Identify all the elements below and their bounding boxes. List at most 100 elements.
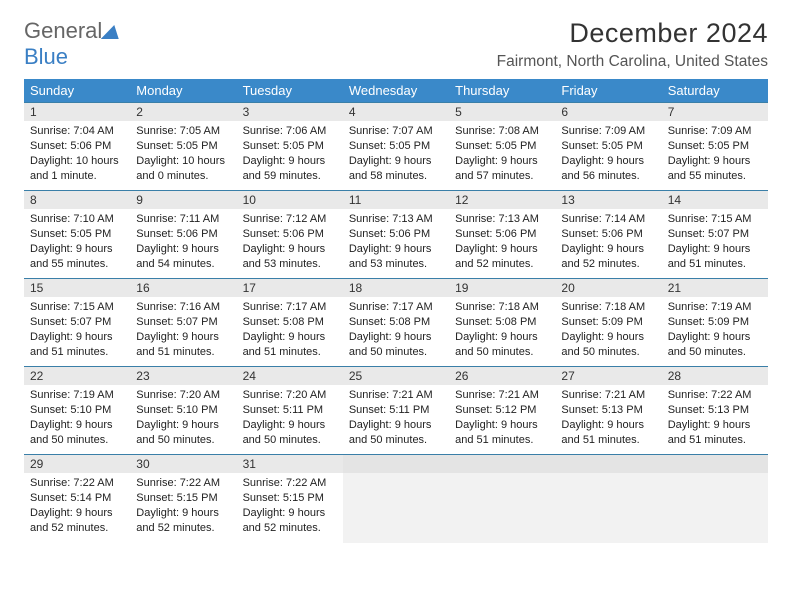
day-details: Sunrise: 7:21 AMSunset: 5:11 PMDaylight:… — [343, 385, 449, 451]
calendar-day: 16Sunrise: 7:16 AMSunset: 5:07 PMDayligh… — [130, 279, 236, 367]
day-number: 24 — [237, 367, 343, 385]
calendar-day: 21Sunrise: 7:19 AMSunset: 5:09 PMDayligh… — [662, 279, 768, 367]
calendar-day: 9Sunrise: 7:11 AMSunset: 5:06 PMDaylight… — [130, 191, 236, 279]
day-number: 10 — [237, 191, 343, 209]
calendar-day: 1Sunrise: 7:04 AMSunset: 5:06 PMDaylight… — [24, 103, 130, 191]
logo-text-general: General — [24, 18, 102, 43]
day-details: Sunrise: 7:09 AMSunset: 5:05 PMDaylight:… — [555, 121, 661, 187]
calendar-day: 8Sunrise: 7:10 AMSunset: 5:05 PMDaylight… — [24, 191, 130, 279]
calendar-day: 28Sunrise: 7:22 AMSunset: 5:13 PMDayligh… — [662, 367, 768, 455]
day-number: 29 — [24, 455, 130, 473]
calendar-day: 19Sunrise: 7:18 AMSunset: 5:08 PMDayligh… — [449, 279, 555, 367]
day-details: Sunrise: 7:18 AMSunset: 5:09 PMDaylight:… — [555, 297, 661, 363]
calendar-day: 4Sunrise: 7:07 AMSunset: 5:05 PMDaylight… — [343, 103, 449, 191]
day-details: Sunrise: 7:19 AMSunset: 5:09 PMDaylight:… — [662, 297, 768, 363]
calendar-table: SundayMondayTuesdayWednesdayThursdayFrid… — [24, 79, 768, 543]
calendar-day: 14Sunrise: 7:15 AMSunset: 5:07 PMDayligh… — [662, 191, 768, 279]
calendar-day: 29Sunrise: 7:22 AMSunset: 5:14 PMDayligh… — [24, 455, 130, 543]
day-details: Sunrise: 7:19 AMSunset: 5:10 PMDaylight:… — [24, 385, 130, 451]
day-details: Sunrise: 7:13 AMSunset: 5:06 PMDaylight:… — [343, 209, 449, 275]
empty-day — [343, 455, 449, 543]
day-number: 19 — [449, 279, 555, 297]
day-number: 27 — [555, 367, 661, 385]
header: General Blue December 2024 Fairmont, Nor… — [24, 18, 768, 71]
calendar-header-row: SundayMondayTuesdayWednesdayThursdayFrid… — [24, 79, 768, 103]
calendar-day: 26Sunrise: 7:21 AMSunset: 5:12 PMDayligh… — [449, 367, 555, 455]
calendar-body: 1Sunrise: 7:04 AMSunset: 5:06 PMDaylight… — [24, 103, 768, 543]
day-number: 26 — [449, 367, 555, 385]
empty-day — [662, 455, 768, 543]
day-number: 4 — [343, 103, 449, 121]
day-details: Sunrise: 7:08 AMSunset: 5:05 PMDaylight:… — [449, 121, 555, 187]
calendar-day: 20Sunrise: 7:18 AMSunset: 5:09 PMDayligh… — [555, 279, 661, 367]
day-number: 15 — [24, 279, 130, 297]
calendar-day: 2Sunrise: 7:05 AMSunset: 5:05 PMDaylight… — [130, 103, 236, 191]
calendar-day: 17Sunrise: 7:17 AMSunset: 5:08 PMDayligh… — [237, 279, 343, 367]
calendar-day: 25Sunrise: 7:21 AMSunset: 5:11 PMDayligh… — [343, 367, 449, 455]
location-subtitle: Fairmont, North Carolina, United States — [497, 53, 768, 71]
calendar-day: 3Sunrise: 7:06 AMSunset: 5:05 PMDaylight… — [237, 103, 343, 191]
day-number: 3 — [237, 103, 343, 121]
weekday-header: Thursday — [449, 79, 555, 103]
day-details: Sunrise: 7:17 AMSunset: 5:08 PMDaylight:… — [343, 297, 449, 363]
day-details: Sunrise: 7:21 AMSunset: 5:12 PMDaylight:… — [449, 385, 555, 451]
calendar-day: 22Sunrise: 7:19 AMSunset: 5:10 PMDayligh… — [24, 367, 130, 455]
day-number: 9 — [130, 191, 236, 209]
day-details: Sunrise: 7:15 AMSunset: 5:07 PMDaylight:… — [24, 297, 130, 363]
day-details: Sunrise: 7:04 AMSunset: 5:06 PMDaylight:… — [24, 121, 130, 187]
day-details: Sunrise: 7:07 AMSunset: 5:05 PMDaylight:… — [343, 121, 449, 187]
empty-day — [555, 455, 661, 543]
day-details: Sunrise: 7:22 AMSunset: 5:15 PMDaylight:… — [130, 473, 236, 539]
weekday-header: Saturday — [662, 79, 768, 103]
calendar-day: 10Sunrise: 7:12 AMSunset: 5:06 PMDayligh… — [237, 191, 343, 279]
day-details: Sunrise: 7:09 AMSunset: 5:05 PMDaylight:… — [662, 121, 768, 187]
day-details: Sunrise: 7:10 AMSunset: 5:05 PMDaylight:… — [24, 209, 130, 275]
day-details: Sunrise: 7:21 AMSunset: 5:13 PMDaylight:… — [555, 385, 661, 451]
weekday-header: Sunday — [24, 79, 130, 103]
day-details: Sunrise: 7:12 AMSunset: 5:06 PMDaylight:… — [237, 209, 343, 275]
day-number: 28 — [662, 367, 768, 385]
calendar-day: 24Sunrise: 7:20 AMSunset: 5:11 PMDayligh… — [237, 367, 343, 455]
logo: General Blue — [24, 18, 121, 70]
calendar-day: 5Sunrise: 7:08 AMSunset: 5:05 PMDaylight… — [449, 103, 555, 191]
day-details: Sunrise: 7:06 AMSunset: 5:05 PMDaylight:… — [237, 121, 343, 187]
day-number: 16 — [130, 279, 236, 297]
calendar-day: 15Sunrise: 7:15 AMSunset: 5:07 PMDayligh… — [24, 279, 130, 367]
calendar-day: 31Sunrise: 7:22 AMSunset: 5:15 PMDayligh… — [237, 455, 343, 543]
logo-sail-icon — [101, 25, 124, 39]
calendar-day: 12Sunrise: 7:13 AMSunset: 5:06 PMDayligh… — [449, 191, 555, 279]
day-details: Sunrise: 7:13 AMSunset: 5:06 PMDaylight:… — [449, 209, 555, 275]
day-number: 31 — [237, 455, 343, 473]
day-number: 14 — [662, 191, 768, 209]
day-number: 7 — [662, 103, 768, 121]
day-number: 21 — [662, 279, 768, 297]
empty-day — [449, 455, 555, 543]
day-details: Sunrise: 7:20 AMSunset: 5:11 PMDaylight:… — [237, 385, 343, 451]
day-number: 12 — [449, 191, 555, 209]
day-number: 20 — [555, 279, 661, 297]
weekday-header: Monday — [130, 79, 236, 103]
day-number: 23 — [130, 367, 236, 385]
day-number: 6 — [555, 103, 661, 121]
day-number: 8 — [24, 191, 130, 209]
calendar-day: 7Sunrise: 7:09 AMSunset: 5:05 PMDaylight… — [662, 103, 768, 191]
weekday-header: Friday — [555, 79, 661, 103]
day-details: Sunrise: 7:22 AMSunset: 5:13 PMDaylight:… — [662, 385, 768, 451]
day-number: 11 — [343, 191, 449, 209]
day-number: 25 — [343, 367, 449, 385]
day-details: Sunrise: 7:22 AMSunset: 5:14 PMDaylight:… — [24, 473, 130, 539]
weekday-header: Tuesday — [237, 79, 343, 103]
day-details: Sunrise: 7:11 AMSunset: 5:06 PMDaylight:… — [130, 209, 236, 275]
calendar-day: 6Sunrise: 7:09 AMSunset: 5:05 PMDaylight… — [555, 103, 661, 191]
day-details: Sunrise: 7:16 AMSunset: 5:07 PMDaylight:… — [130, 297, 236, 363]
calendar-day: 30Sunrise: 7:22 AMSunset: 5:15 PMDayligh… — [130, 455, 236, 543]
day-details: Sunrise: 7:15 AMSunset: 5:07 PMDaylight:… — [662, 209, 768, 275]
weekday-header: Wednesday — [343, 79, 449, 103]
day-details: Sunrise: 7:17 AMSunset: 5:08 PMDaylight:… — [237, 297, 343, 363]
calendar-day: 23Sunrise: 7:20 AMSunset: 5:10 PMDayligh… — [130, 367, 236, 455]
day-number: 5 — [449, 103, 555, 121]
month-title: December 2024 — [497, 18, 768, 49]
day-details: Sunrise: 7:20 AMSunset: 5:10 PMDaylight:… — [130, 385, 236, 451]
day-details: Sunrise: 7:14 AMSunset: 5:06 PMDaylight:… — [555, 209, 661, 275]
calendar-day: 11Sunrise: 7:13 AMSunset: 5:06 PMDayligh… — [343, 191, 449, 279]
